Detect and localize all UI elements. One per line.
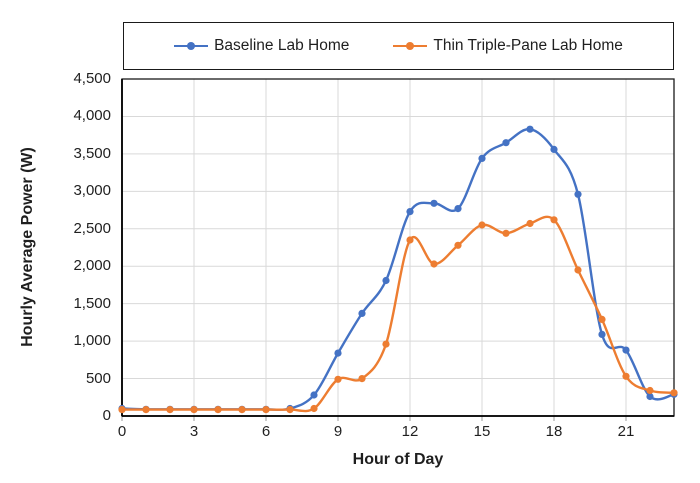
data-point-marker (670, 389, 678, 397)
y-tick-label: 3,000 (73, 182, 111, 200)
data-point-marker (646, 386, 654, 395)
x-axis-title: Hour of Day (352, 451, 444, 468)
data-point-marker (574, 190, 582, 198)
y-tick-label: 4,000 (73, 107, 111, 125)
data-point-marker (478, 221, 486, 229)
data-point-marker (166, 406, 174, 414)
data-point-marker (526, 125, 534, 133)
legend-marker-baseline (174, 42, 209, 50)
x-tick-label: 3 (189, 423, 199, 440)
x-tick-label: 9 (333, 423, 343, 440)
x-tick-label: 21 (617, 423, 635, 440)
data-point-marker (430, 260, 438, 268)
data-point-marker (382, 276, 390, 285)
y-axis-title: Hourly Average Power (W) (19, 147, 36, 347)
data-point-marker (430, 199, 438, 207)
data-point-marker (334, 375, 342, 383)
y-tick-label: 3,500 (73, 144, 111, 162)
data-point-marker (310, 404, 318, 413)
data-point-marker (382, 340, 390, 348)
data-point-marker (574, 266, 582, 274)
legend-marker-thin-triple-pane (393, 42, 428, 50)
data-point-marker (454, 205, 462, 213)
data-point-marker (550, 145, 558, 153)
data-point-marker (454, 241, 462, 249)
x-tick-label: 6 (261, 423, 271, 440)
data-point-marker (598, 330, 606, 338)
data-point-marker (622, 372, 630, 380)
data-point-marker (262, 406, 270, 414)
legend: Baseline Lab Home Thin Triple-Pane Lab H… (123, 22, 674, 70)
legend-marker-dot (187, 42, 196, 50)
data-point-marker (286, 406, 294, 414)
legend-label: Baseline Lab Home (214, 37, 350, 54)
x-tick-label: 12 (401, 423, 419, 440)
data-point-marker (646, 392, 654, 401)
legend-item-thin-triple-pane: Thin Triple-Pane Lab Home (393, 37, 623, 55)
data-point-marker (142, 406, 150, 414)
data-point-marker (334, 349, 342, 357)
x-tick-label: 0 (117, 423, 127, 440)
series-line-0 (120, 127, 676, 411)
data-point-marker (502, 139, 510, 147)
y-tick-label: 500 (85, 369, 111, 387)
data-point-marker (238, 406, 246, 414)
x-tick-label: 18 (545, 423, 563, 440)
data-point-marker (310, 391, 318, 399)
data-point-marker (526, 219, 534, 228)
legend-item-baseline: Baseline Lab Home (174, 37, 349, 55)
data-point-marker (214, 406, 222, 414)
legend-marker-dot (406, 42, 415, 50)
data-point-marker (502, 229, 510, 237)
data-point-marker (598, 315, 606, 323)
data-point-marker (118, 406, 126, 414)
y-tick-label: 2,500 (73, 219, 111, 237)
x-tick-label: 15 (473, 423, 491, 440)
y-tick-label: 1,000 (73, 332, 111, 350)
y-tick-label: 4,500 (73, 70, 111, 87)
data-point-marker (478, 154, 486, 162)
data-point-marker (622, 346, 630, 354)
data-point-marker (190, 406, 198, 414)
y-tick-label: 1,500 (73, 294, 111, 312)
data-point-marker (358, 375, 366, 383)
data-point-marker (406, 208, 414, 216)
legend-label: Thin Triple-Pane Lab Home (433, 37, 623, 54)
y-tick-label: 2,000 (73, 257, 111, 275)
data-point-marker (406, 236, 414, 244)
y-tick-label: 0 (102, 407, 111, 424)
data-point-marker (358, 309, 366, 317)
data-point-marker (550, 216, 558, 224)
